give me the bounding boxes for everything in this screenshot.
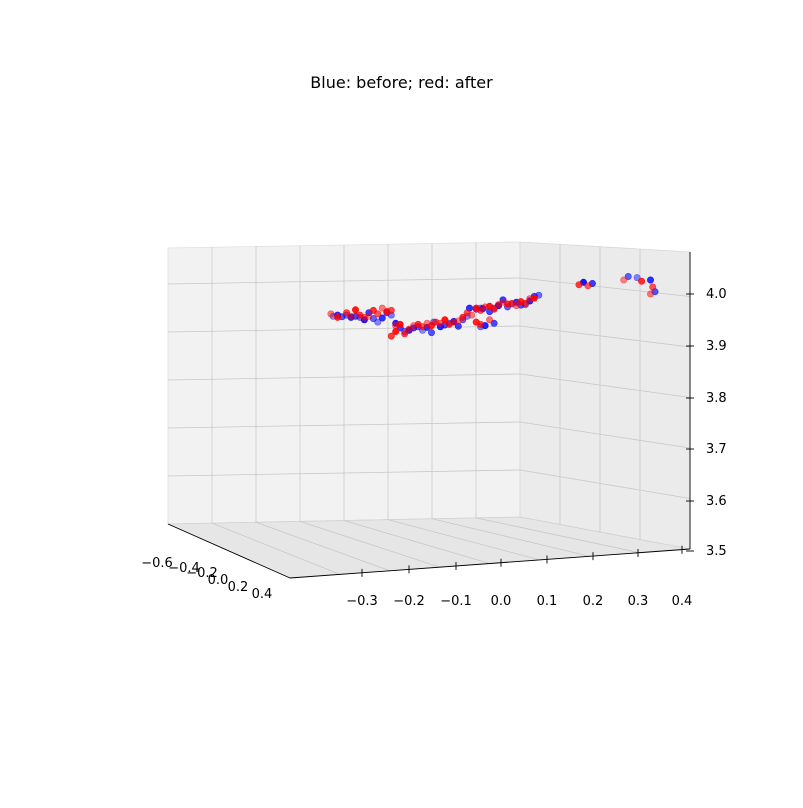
grid-line — [387, 519, 541, 561]
z-tick-label: 4.0 — [706, 287, 727, 302]
y-tick-label: −0.4 — [168, 561, 200, 576]
axis-lines — [167, 252, 694, 579]
red-point — [649, 283, 657, 291]
y-tick-label: −0.2 — [186, 566, 218, 581]
z-tick-label: 3.5 — [706, 544, 727, 559]
grid-line — [255, 521, 391, 572]
y-tick-label: 0.2 — [228, 580, 249, 595]
red-point — [638, 277, 646, 285]
grid-line — [475, 517, 641, 554]
blue-point — [624, 272, 632, 280]
blue-point — [374, 318, 382, 326]
red-point — [486, 316, 494, 324]
grid-lines — [167, 242, 691, 575]
red-point — [459, 313, 467, 321]
grid-line — [167, 421, 521, 429]
grid-line — [299, 520, 441, 568]
data-points — [327, 272, 659, 340]
z-tick-label: 3.7 — [706, 442, 727, 457]
x-tick-label: 0.0 — [491, 594, 512, 609]
blue-point — [378, 314, 386, 322]
red-point — [490, 305, 498, 313]
red-point — [441, 316, 449, 324]
red-point — [620, 276, 628, 284]
grid-line — [167, 469, 521, 477]
red-point — [494, 301, 502, 309]
red-point — [530, 294, 538, 302]
y-tick-label: 0.0 — [208, 573, 229, 588]
red-point — [575, 281, 583, 289]
x-axis-line — [289, 548, 691, 579]
red-point — [584, 282, 592, 290]
red-point — [468, 311, 476, 319]
red-point — [396, 320, 404, 328]
red-point — [387, 332, 395, 340]
red-point — [351, 306, 359, 314]
side-pane — [519, 241, 691, 550]
grid-line — [431, 518, 591, 557]
grid-line — [211, 522, 341, 575]
y-tick-label: −0.6 — [141, 556, 173, 571]
x-tick-label: 0.1 — [537, 594, 558, 609]
y-tick-label: 0.4 — [252, 587, 273, 602]
red-point — [365, 312, 373, 320]
x-tick-label: −0.3 — [346, 594, 378, 609]
z-tick-label: 3.8 — [706, 391, 727, 406]
blue-point — [427, 329, 435, 337]
grid-line — [519, 469, 691, 499]
z-tick-label: 3.9 — [706, 339, 727, 354]
red-point — [392, 327, 400, 335]
red-point — [646, 290, 654, 298]
red-point — [477, 320, 485, 328]
x-tick-label: 0.3 — [628, 594, 649, 609]
red-point — [360, 313, 368, 321]
red-point — [334, 313, 342, 321]
x-tick-label: 0.4 — [672, 594, 693, 609]
red-point — [521, 299, 529, 307]
tick-labels: −0.3 −0.2 −0.1 0.0 0.1 0.2 0.3 0.4−0.6−0.4−0.20… — [141, 287, 726, 609]
y-axis-line — [167, 523, 291, 579]
red-point — [387, 306, 395, 314]
red-point — [512, 302, 520, 310]
blue-point — [646, 276, 654, 284]
red-point — [401, 330, 409, 338]
z-tick-label: 3.6 — [706, 494, 727, 509]
blue-point — [454, 322, 462, 330]
grid-line — [519, 277, 691, 297]
red-point — [327, 310, 335, 318]
red-point — [405, 325, 413, 333]
x-tick-label: −0.2 — [393, 594, 425, 609]
grid-line — [519, 373, 691, 398]
grid-line — [519, 421, 691, 449]
grid-line — [343, 520, 491, 564]
blue-point — [369, 315, 377, 323]
x-tick-label: 0.2 — [583, 594, 604, 609]
chart-title: Blue: before; red: after — [310, 73, 493, 92]
grid-line — [519, 325, 691, 348]
red-point — [450, 318, 458, 326]
grid-line — [167, 277, 521, 285]
x-tick-label: −0.1 — [440, 594, 472, 609]
blue-point — [633, 274, 641, 282]
red-point — [347, 312, 355, 320]
red-point — [374, 310, 382, 318]
blue-point — [499, 296, 507, 304]
grid-line — [167, 373, 521, 381]
